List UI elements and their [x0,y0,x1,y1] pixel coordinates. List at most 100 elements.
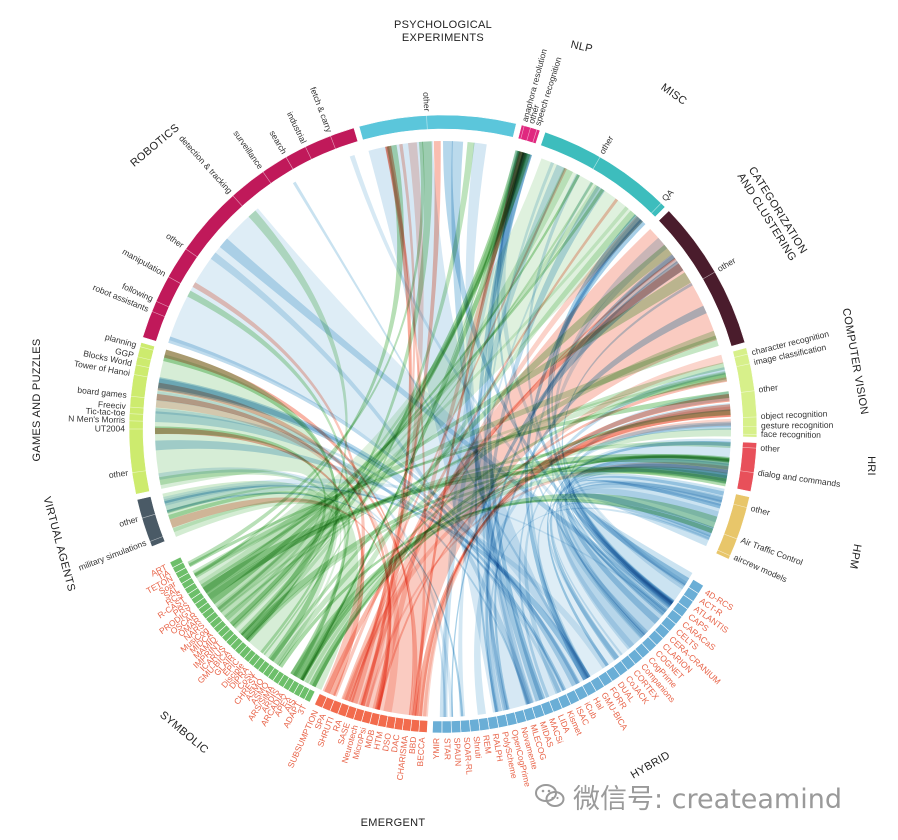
subcategory-tick [651,202,662,214]
subcategory-tick [133,374,148,378]
category-title: PSYCHOLOGICAL EXPERIMENTS [394,19,492,44]
subcategory-tick [426,115,428,130]
category-arc [517,124,541,144]
category-title: HRI [865,456,877,476]
subcategory-label: industrial [285,110,309,145]
architecture-label: DAC [389,734,402,753]
subcategory-tick [734,353,749,358]
architecture-segment [459,719,471,733]
architecture-label: YMIR [431,738,441,759]
architecture-label: RALPH [491,733,506,763]
application-ring [128,114,758,560]
category-arc [540,131,666,218]
architecture-label: Shruti [471,736,483,759]
chord-link [155,411,530,705]
subcategory-label: detection & tracking [177,133,235,195]
subcategory-tick [305,146,312,160]
group-title: SYMBOLIC [157,709,210,756]
group-title: EMERGENT [361,817,426,829]
subcategory-label: board games [77,385,127,400]
category-arc [732,347,758,438]
subcategory-tick [137,356,152,361]
subcategory-tick [702,271,716,280]
architecture-label: BECCA [415,737,427,767]
subcategory-tick [520,125,525,140]
architecture-segment [418,719,429,733]
architecture-label: SOAR-RL [462,737,475,776]
category-title: NLP [569,39,593,56]
watermark: 微信号: createamind [535,778,842,815]
subcategory-tick [733,503,748,508]
subcategory-label: military simulations [77,538,148,573]
subcategory-tick [130,395,145,398]
category-arc [142,127,359,342]
subcategory-tick [740,390,755,393]
architecture-label: 3T [295,703,308,716]
architecture-ring [169,556,704,734]
subcategory-label: search [268,129,290,156]
subcategory-tick [285,156,294,170]
subcategory-label: fetch & carry [308,86,335,135]
subcategory-tick [717,549,731,556]
architecture-segment [169,556,184,569]
category-arc [715,493,750,560]
chord-link [154,354,340,665]
subcategory-tick [141,513,156,519]
subcategory-tick [532,129,538,143]
subcategory-tick [149,536,164,542]
category-title: HPM [847,543,863,570]
subcategory-label: gesture recognition [761,420,834,431]
chord-link [155,427,365,696]
category-title: MISC [659,81,689,107]
architecture-label: SPAUN [452,737,463,766]
architecture-segment [441,720,452,734]
subcategory-label: Tic-tac-toe [85,406,126,418]
subcategory-tick [135,364,150,368]
subcategory-label: other [716,255,738,273]
subcategory-label: other [758,382,779,394]
subcategory-tick [742,447,757,449]
subcategory-tick [151,311,165,317]
subcategory-tick [132,470,146,473]
subcategory-tick [723,533,738,540]
subcategory-label: surveillance [231,128,265,171]
subcategory-tick [129,413,144,415]
subcategory-label: dialog and commands [757,468,841,489]
subcategory-tick [156,301,170,308]
chord-link [169,208,670,679]
category-arc [736,441,757,492]
watermark-text: 微信号: createamind [573,783,842,815]
subcategory-label: other [597,134,615,156]
architecture-segment [314,693,328,709]
architecture-segment [478,717,490,732]
architecture-label: RA [330,718,343,733]
architecture-segment [410,718,421,733]
architecture-segment [469,718,481,733]
subcategory-label: other [760,443,780,454]
architecture-label: DSO [380,732,393,752]
chord-link [568,473,725,607]
chord-links [154,141,731,718]
chord-link [555,438,731,650]
subcategory-label: GGP [114,346,135,360]
subcategory-tick [742,416,757,418]
architecture-segment [432,720,443,734]
subcategory-tick [129,406,144,409]
subcategory-tick [168,276,181,284]
chord-link [192,335,719,579]
subcategory-label: Freeciv [98,399,127,411]
category-title: GAMES AND PUZZLES [31,338,43,461]
subcategory-label: UT2004 [95,423,126,433]
subcategory-label: other [108,468,129,481]
chord-link [162,480,359,691]
category-title: VIRTUAL AGENTS [40,495,77,593]
subcategory-label: other [421,92,432,112]
subcategory-label: other [750,503,771,518]
subcategory-label: N Men's Morris [68,413,125,424]
category-arc [658,210,746,347]
subcategory-label: manipulation [121,246,168,278]
subcategory-tick [740,470,754,473]
category-arc [136,496,166,547]
subcategory-label: other [118,514,140,529]
